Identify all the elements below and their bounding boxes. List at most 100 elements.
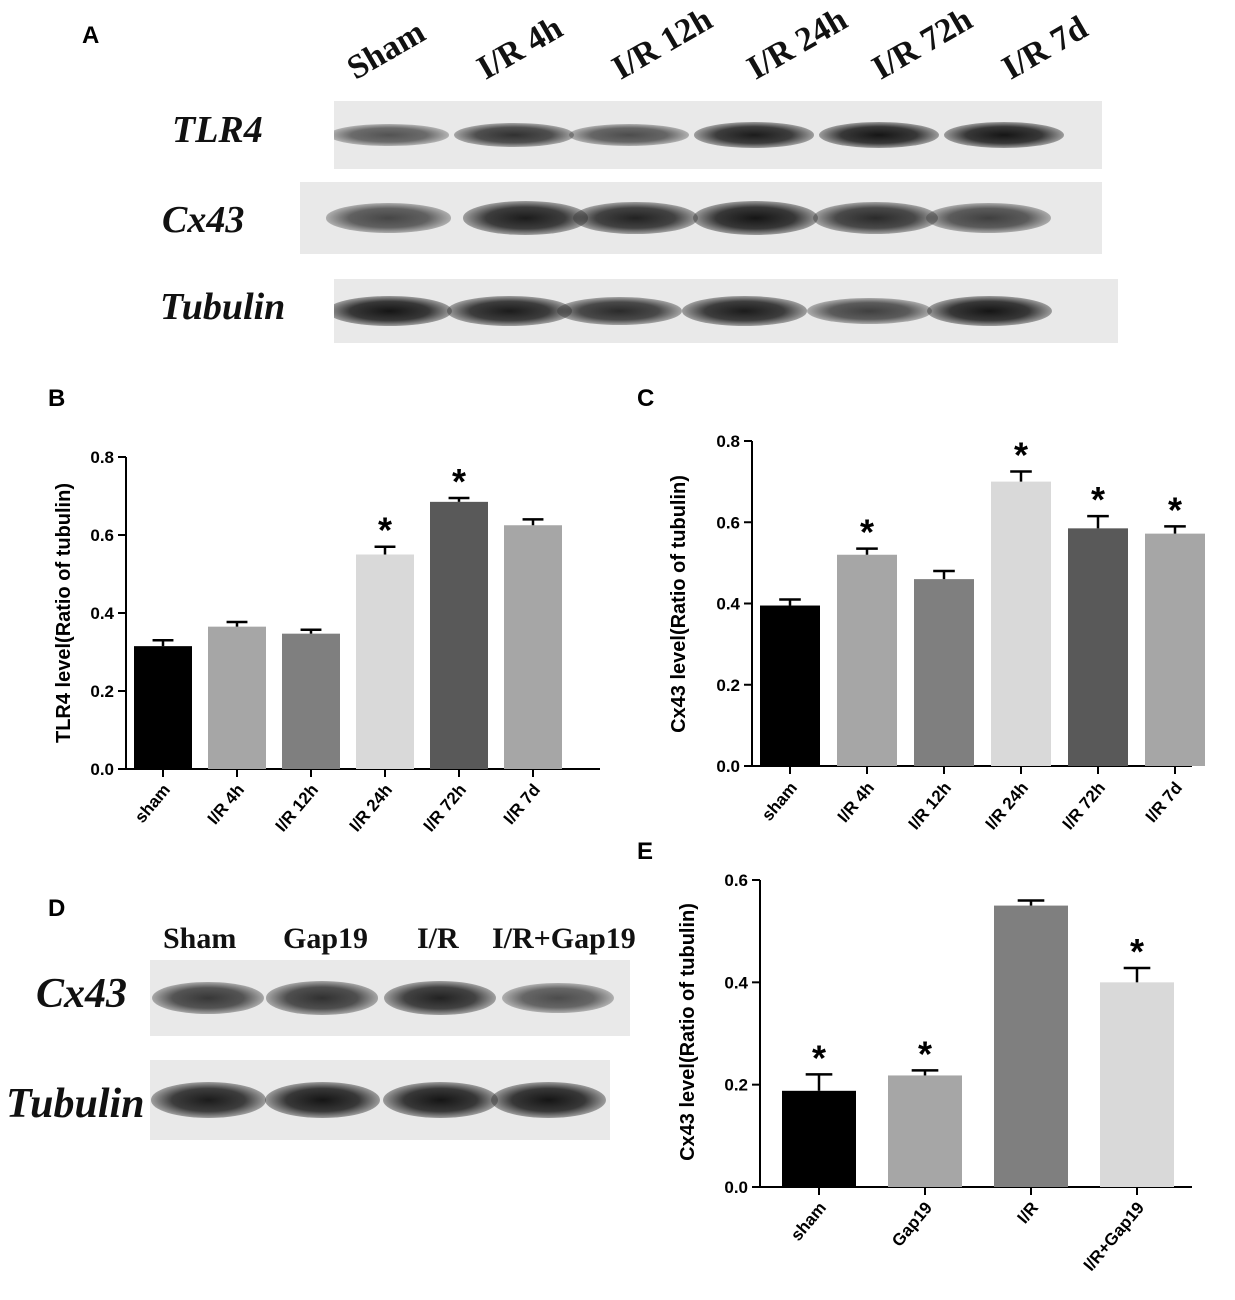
y-tick-label: 0.0 xyxy=(716,757,740,776)
significance-mark: * xyxy=(1014,434,1028,475)
blot-label-tubulin: Tubulin xyxy=(160,286,286,328)
x-tick-label: I/R xyxy=(1014,1198,1043,1227)
blot-band xyxy=(926,296,1052,326)
blot-band xyxy=(446,296,572,326)
blot-band xyxy=(334,124,449,146)
y-tick-label: 0.6 xyxy=(90,526,114,545)
x-tick-label: sham xyxy=(758,778,801,824)
blot-band xyxy=(490,1082,606,1118)
blot-band xyxy=(681,296,807,326)
blot-band xyxy=(334,296,452,326)
blot-band xyxy=(150,1082,266,1118)
blot-label-cx43-d: Cx43 xyxy=(36,971,128,1017)
blot-band xyxy=(692,201,818,235)
bar xyxy=(914,579,974,766)
bar xyxy=(1068,528,1128,766)
blot-band xyxy=(152,981,264,1015)
blot-band xyxy=(264,1082,380,1118)
significance-mark: * xyxy=(860,512,874,553)
x-tick-label: sham xyxy=(787,1198,830,1244)
x-tick-label: I/R 72h xyxy=(420,780,470,835)
x-tick-label: Gap19 xyxy=(888,1198,936,1250)
bar xyxy=(208,626,266,769)
y-tick-label: 0.8 xyxy=(716,432,740,451)
blot-strip-tubulin-d xyxy=(150,1060,610,1140)
blot-strip-cx43-d xyxy=(150,960,630,1036)
x-tick-label: sham xyxy=(131,780,174,826)
significance-mark: * xyxy=(812,1037,826,1078)
bar xyxy=(1100,982,1174,1187)
y-tick-label: 0.4 xyxy=(90,604,114,623)
blot-band xyxy=(556,296,682,326)
blot-band xyxy=(382,1082,498,1118)
blot-band xyxy=(925,203,1051,233)
significance-mark: * xyxy=(452,461,466,502)
blot-band xyxy=(454,123,574,147)
blot-band xyxy=(325,203,451,233)
blot-band xyxy=(572,201,698,235)
x-tick-label: I/R 72h xyxy=(1059,778,1109,833)
y-tick-label: 0.0 xyxy=(90,760,114,779)
blot-band xyxy=(502,982,614,1014)
bar xyxy=(430,501,488,769)
blot-band xyxy=(694,122,814,148)
significance-mark: * xyxy=(918,1033,932,1074)
x-tick-label: I/R+Gap19 xyxy=(1080,1198,1148,1274)
blot-band xyxy=(384,980,496,1016)
significance-mark: * xyxy=(1168,489,1182,530)
x-tick-label: I/R 12h xyxy=(272,780,322,835)
bar xyxy=(837,554,897,766)
bar xyxy=(504,525,562,769)
lane-header: I/R+Gap19 xyxy=(492,922,636,955)
blot-band xyxy=(819,122,939,148)
y-tick-label: 0.6 xyxy=(724,871,748,890)
y-tick-label: 0.8 xyxy=(90,448,114,467)
bar xyxy=(282,633,340,769)
y-axis-label: Cx43 level(Ratio of tubulin) xyxy=(677,903,699,1161)
y-tick-label: 0.4 xyxy=(724,973,748,992)
blot-strip-cx43 xyxy=(300,182,1102,254)
lane-header: Gap19 xyxy=(283,922,369,955)
y-tick-label: 0.0 xyxy=(724,1178,748,1197)
bar xyxy=(782,1090,856,1187)
panel-label-d: D xyxy=(48,895,66,922)
bar xyxy=(760,605,820,766)
y-axis-label: TLR4 level(Ratio of tubulin) xyxy=(53,483,75,743)
y-tick-label: 0.2 xyxy=(716,676,740,695)
panel-label-e: E xyxy=(637,838,654,865)
x-tick-label: I/R 4h xyxy=(834,778,878,826)
significance-mark: * xyxy=(1091,479,1105,520)
blot-band xyxy=(806,297,932,325)
x-tick-label: I/R 4h xyxy=(204,780,248,828)
x-tick-label: I/R 24h xyxy=(982,778,1032,833)
y-tick-label: 0.4 xyxy=(716,595,740,614)
blot-band xyxy=(944,122,1064,148)
blot-band xyxy=(569,124,689,146)
bar xyxy=(134,646,192,769)
x-tick-label: I/R 7d xyxy=(1142,778,1186,826)
bar xyxy=(888,1075,962,1187)
bar xyxy=(1145,533,1205,766)
lane-header: Sham xyxy=(163,922,237,955)
blot-label-tubulin-d: Tubulin xyxy=(6,1081,145,1127)
blot-label-tlr4: TLR4 xyxy=(172,109,263,151)
panel-label-c: C xyxy=(637,385,655,412)
blot-label-cx43: Cx43 xyxy=(162,199,245,241)
bar xyxy=(991,481,1051,766)
blot-strip-tubulin xyxy=(334,279,1118,343)
y-axis-label: Cx43 level(Ratio of tubulin) xyxy=(668,475,690,733)
significance-mark: * xyxy=(1130,931,1144,972)
significance-mark: * xyxy=(378,510,392,551)
y-tick-label: 0.2 xyxy=(724,1076,748,1095)
panel-label-a: A xyxy=(82,22,100,49)
lane-header: I/R xyxy=(417,922,459,955)
bar xyxy=(356,554,414,769)
blot-band xyxy=(812,202,938,234)
y-tick-label: 0.6 xyxy=(716,513,740,532)
x-tick-label: I/R 12h xyxy=(905,778,955,833)
blot-band xyxy=(266,981,378,1015)
bar xyxy=(994,905,1068,1187)
y-tick-label: 0.2 xyxy=(90,682,114,701)
